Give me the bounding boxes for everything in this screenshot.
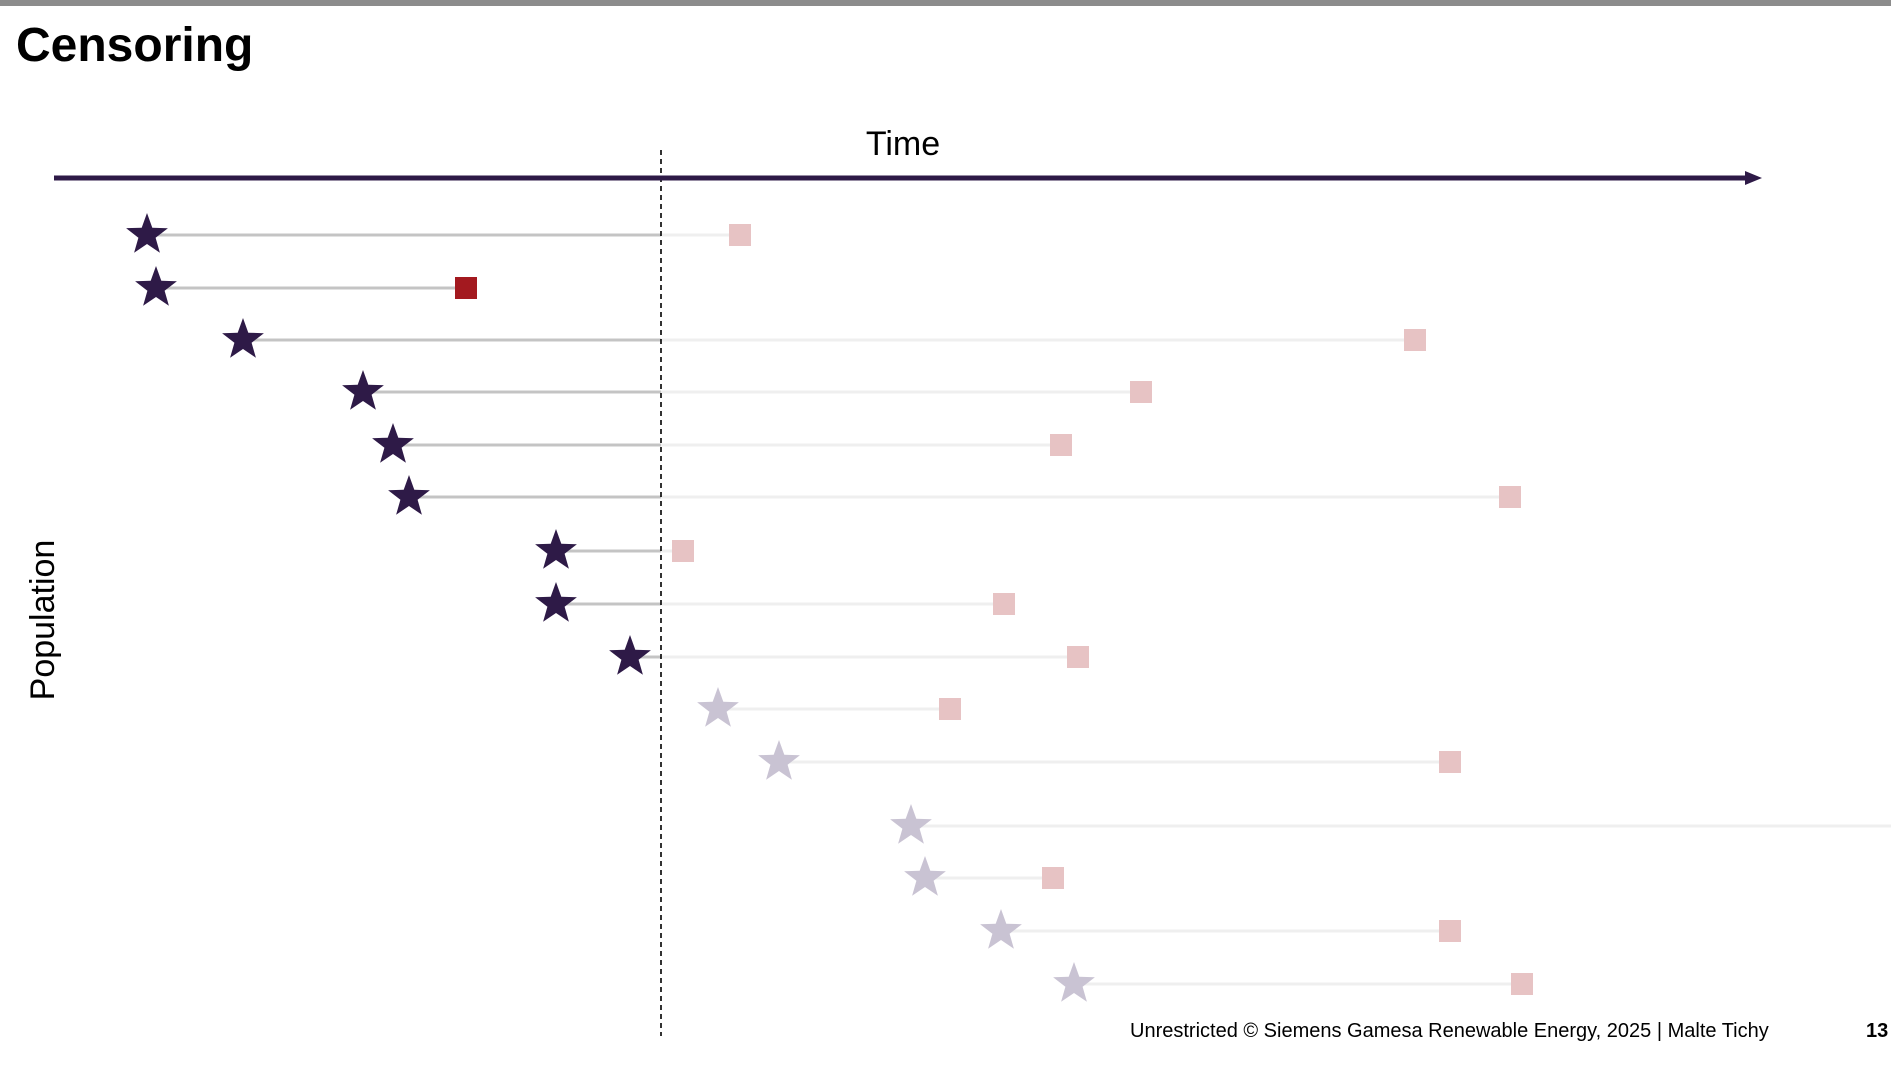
censored-event-square — [672, 540, 694, 562]
censored-event-square — [1439, 920, 1461, 942]
entry-star-icon — [135, 266, 177, 306]
population-axis-label: Population — [24, 540, 62, 701]
future-entry-star-icon — [904, 856, 946, 896]
entry-star-icon — [222, 318, 264, 358]
censored-event-square — [1042, 867, 1064, 889]
entry-star-icon — [609, 635, 651, 675]
future-entry-star-icon — [1053, 962, 1095, 1002]
time-axis-arrowhead — [1745, 171, 1762, 185]
censored-event-square — [1439, 751, 1461, 773]
subject-rows — [126, 213, 1891, 1002]
censored-event-square — [993, 593, 1015, 615]
censored-event-square — [1050, 434, 1072, 456]
entry-star-icon — [535, 529, 577, 569]
entry-star-icon — [342, 370, 384, 410]
censored-event-square — [1130, 381, 1152, 403]
future-entry-star-icon — [697, 687, 739, 727]
censored-event-square — [939, 698, 961, 720]
footer-copyright: Unrestricted © Siemens Gamesa Renewable … — [1130, 1020, 1769, 1042]
time-axis-label: Time — [866, 125, 940, 163]
censored-event-square — [1067, 646, 1089, 668]
entry-star-icon — [126, 213, 168, 253]
censored-event-square — [1499, 486, 1521, 508]
entry-star-icon — [388, 475, 430, 515]
observed-event-square — [455, 277, 477, 299]
future-entry-star-icon — [758, 740, 800, 780]
entry-star-icon — [372, 423, 414, 463]
censored-event-square — [729, 224, 751, 246]
slide-title: Censoring — [16, 19, 254, 72]
page-number: 13 — [1866, 1020, 1889, 1042]
top-accent-bar — [0, 0, 1891, 6]
future-entry-star-icon — [890, 804, 932, 844]
entry-star-icon — [535, 582, 577, 622]
censored-event-square — [1404, 329, 1426, 351]
future-entry-star-icon — [980, 909, 1022, 949]
censored-event-square — [1511, 973, 1533, 995]
